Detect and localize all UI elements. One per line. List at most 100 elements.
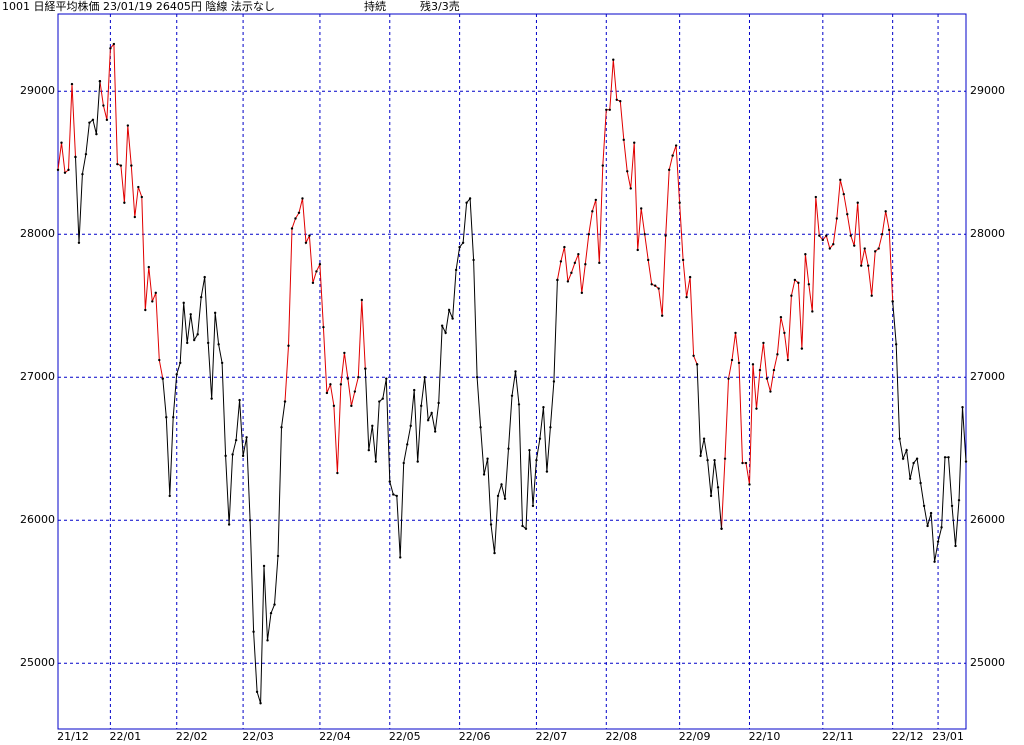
price-point bbox=[769, 390, 772, 393]
price-point bbox=[206, 341, 210, 345]
price-point bbox=[510, 394, 514, 398]
price-point bbox=[367, 448, 371, 452]
price-point bbox=[957, 499, 961, 502]
price-point bbox=[563, 245, 566, 249]
price-point bbox=[922, 504, 926, 508]
price-line bbox=[57, 42, 894, 529]
price-point bbox=[566, 280, 570, 283]
y-tick-label-right: 28000 bbox=[970, 227, 1005, 240]
price-point bbox=[653, 284, 657, 287]
price-point bbox=[692, 354, 695, 357]
price-point bbox=[437, 401, 440, 405]
price-point bbox=[783, 331, 786, 335]
price-point bbox=[867, 264, 870, 267]
price-point bbox=[259, 702, 262, 705]
price-point bbox=[598, 261, 601, 265]
x-tick-label: 22/03 bbox=[242, 730, 274, 743]
price-point bbox=[322, 325, 325, 329]
price-point bbox=[570, 271, 573, 275]
price-point bbox=[636, 248, 639, 252]
price-point bbox=[901, 457, 905, 460]
price-point bbox=[674, 144, 678, 147]
price-point bbox=[91, 118, 95, 122]
price-point bbox=[517, 403, 521, 406]
price-point bbox=[262, 564, 266, 568]
price-point bbox=[807, 283, 811, 286]
price-point bbox=[629, 187, 632, 190]
price-point bbox=[395, 494, 398, 498]
price-point bbox=[116, 162, 119, 166]
price-point bbox=[835, 217, 838, 220]
price-point bbox=[601, 164, 604, 167]
price-point bbox=[318, 263, 322, 266]
price-point bbox=[804, 253, 807, 256]
price-point bbox=[887, 228, 891, 232]
price-point bbox=[381, 397, 384, 400]
price-point bbox=[507, 447, 510, 450]
x-tick-label: 22/10 bbox=[749, 730, 781, 743]
price-point bbox=[825, 234, 828, 237]
price-point bbox=[343, 351, 346, 355]
price-point bbox=[647, 258, 650, 262]
price-point bbox=[165, 416, 168, 419]
price-point bbox=[828, 247, 831, 250]
price-point bbox=[402, 461, 405, 465]
price-point bbox=[102, 104, 105, 107]
price-point bbox=[430, 411, 433, 415]
price-point bbox=[811, 310, 814, 313]
price-point bbox=[231, 453, 234, 456]
price-point bbox=[786, 358, 790, 362]
price-point bbox=[793, 278, 797, 282]
price-point bbox=[493, 551, 496, 555]
price-point bbox=[325, 391, 329, 395]
price-point bbox=[737, 361, 741, 365]
price-point bbox=[458, 245, 461, 249]
price-point bbox=[716, 486, 720, 489]
price-point bbox=[552, 380, 556, 383]
price-point bbox=[290, 227, 294, 230]
x-tick-label: 22/02 bbox=[176, 730, 208, 743]
price-point bbox=[814, 195, 818, 199]
price-point bbox=[919, 481, 922, 485]
price-point bbox=[587, 233, 591, 236]
price-point bbox=[444, 331, 447, 335]
price-point bbox=[451, 317, 454, 320]
y-tick-label: 25000 bbox=[20, 656, 55, 669]
price-point bbox=[926, 524, 929, 528]
price-point bbox=[179, 361, 182, 365]
price-point bbox=[734, 331, 737, 335]
price-point bbox=[130, 164, 133, 167]
price-point bbox=[126, 124, 130, 127]
price-point bbox=[870, 294, 873, 297]
price-point bbox=[713, 458, 716, 462]
price-point bbox=[158, 358, 161, 362]
price-point bbox=[224, 454, 227, 458]
price-point bbox=[856, 201, 859, 204]
price-point bbox=[193, 338, 196, 342]
price-point bbox=[626, 170, 629, 173]
x-tick-label: 22/08 bbox=[605, 730, 637, 743]
price-point bbox=[123, 201, 126, 204]
price-point bbox=[182, 301, 185, 305]
y-tick-label: 29000 bbox=[20, 84, 55, 97]
y-tick-label-right: 27000 bbox=[970, 370, 1005, 383]
price-point bbox=[685, 295, 688, 299]
price-point bbox=[720, 527, 723, 530]
price-point bbox=[681, 258, 685, 262]
price-point bbox=[584, 263, 587, 266]
price-point bbox=[70, 82, 74, 86]
price-point bbox=[147, 265, 150, 269]
price-point bbox=[479, 426, 482, 429]
price-point bbox=[765, 377, 769, 380]
price-point bbox=[189, 313, 192, 316]
price-point bbox=[702, 437, 706, 440]
price-point bbox=[538, 437, 542, 440]
price-point bbox=[392, 493, 395, 496]
price-point bbox=[420, 404, 423, 408]
x-tick-label: 22/06 bbox=[459, 730, 491, 743]
price-point bbox=[730, 358, 734, 362]
price-point bbox=[475, 376, 479, 379]
price-point bbox=[643, 233, 646, 236]
price-point bbox=[385, 377, 388, 380]
price-point bbox=[308, 234, 311, 237]
